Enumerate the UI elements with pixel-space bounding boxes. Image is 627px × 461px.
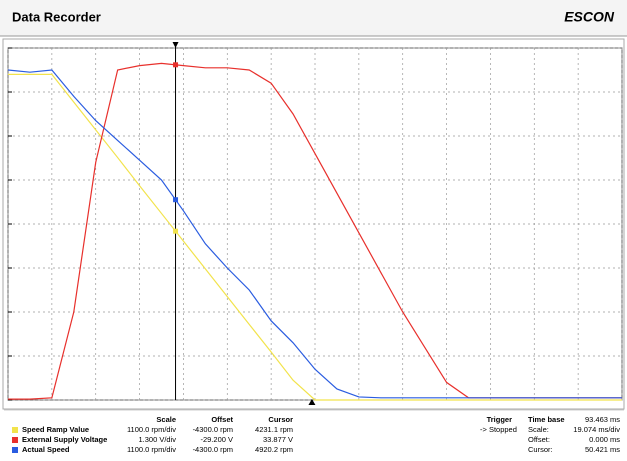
table-cell: -4300.0 rpm (193, 445, 233, 454)
window-title: Data Recorder (12, 9, 101, 24)
table-cell: 1100.0 rpm/div (127, 445, 176, 454)
plot-panel (2, 38, 625, 410)
timebase-val: 19.074 ms/div (573, 425, 620, 434)
cursor-marker (173, 62, 179, 68)
column-header: Cursor (268, 415, 293, 424)
table-cell: 1100.0 rpm/div (127, 425, 176, 434)
table-cell: 4231.1 rpm (255, 425, 293, 434)
trigger-state: -> Stopped (480, 425, 517, 434)
timebase-val: 0.000 ms (589, 435, 620, 444)
brand: ESCON (564, 9, 615, 25)
timebase-value: 93.463 ms (585, 415, 620, 424)
table-cell: -4300.0 rpm (193, 425, 233, 434)
legend-swatch (12, 427, 18, 433)
trigger-marker (308, 399, 316, 405)
timebase-label: Time base (528, 415, 565, 424)
cursor-marker (173, 197, 179, 203)
plot (7, 42, 623, 405)
trigger-label: Trigger (487, 415, 513, 424)
timebase-key: Offset: (528, 435, 550, 444)
cursor-marker (173, 228, 179, 234)
column-header: Offset (211, 415, 233, 424)
table-cell: -29.200 V (200, 435, 233, 444)
legend-swatch (12, 447, 18, 453)
table-cell: 1.300 V/div (138, 435, 176, 444)
info-panel: Scale Offset Cursor Trigger -> Stopped T… (12, 415, 620, 454)
legend-label: Actual Speed (22, 445, 70, 454)
legend-swatch (12, 437, 18, 443)
column-header: Scale (156, 415, 176, 424)
timebase-val: 50.421 ms (585, 445, 620, 454)
timebase-key: Cursor: (528, 445, 553, 454)
legend-label: Speed Ramp Value (22, 425, 89, 434)
series-line (8, 73, 622, 401)
title-bar (0, 0, 627, 36)
table-cell: 4920.2 rpm (255, 445, 293, 454)
legend-label: External Supply Voltage (22, 435, 107, 444)
timebase-key: Scale: (528, 425, 549, 434)
table-cell: 33.877 V (263, 435, 293, 444)
cursor-handle (172, 42, 179, 48)
series-line (7, 69, 622, 399)
